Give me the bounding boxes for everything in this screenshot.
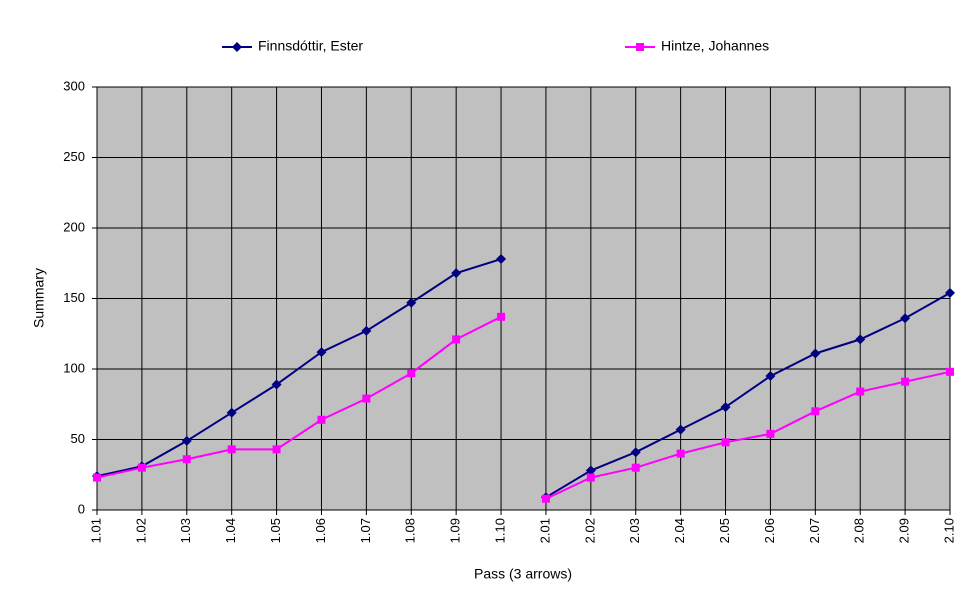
x-tick-label: 1.09	[448, 518, 463, 543]
point	[497, 312, 506, 321]
series-line	[96, 258, 502, 478]
point	[407, 369, 416, 378]
point	[721, 438, 730, 447]
point	[137, 463, 146, 472]
x-tick-label: 1.05	[268, 518, 283, 543]
point	[630, 447, 641, 458]
x-tick-label: 1.07	[358, 518, 373, 543]
point	[182, 455, 191, 464]
x-tick-label: 2.06	[762, 518, 777, 543]
x-axis-title: Pass (3 arrows)	[474, 566, 572, 582]
x-tick-label: 1.06	[313, 518, 328, 543]
point	[720, 402, 731, 413]
point	[272, 445, 281, 454]
x-tick-label: 1.10	[492, 518, 507, 543]
point	[765, 371, 776, 382]
point	[316, 347, 327, 358]
x-tick-label: 1.04	[223, 518, 238, 543]
point	[811, 407, 820, 416]
x-tick-label: 2.07	[807, 518, 822, 543]
x-tick-label: 1.08	[403, 518, 418, 543]
legend-marker	[636, 43, 644, 51]
point	[451, 268, 462, 279]
point	[271, 379, 282, 390]
legend-label: Finnsdóttir, Ester	[258, 38, 363, 54]
y-tick-label: 100	[63, 360, 85, 375]
point	[227, 445, 236, 454]
point	[945, 287, 955, 298]
y-tick-label: 300	[63, 78, 85, 93]
point	[585, 465, 596, 476]
point	[452, 335, 461, 344]
point	[362, 394, 371, 403]
series-line	[545, 291, 951, 499]
y-tick-label: 0	[78, 501, 85, 516]
point	[226, 407, 237, 418]
y-axis-title: Summary	[31, 268, 47, 328]
point	[361, 325, 372, 336]
point	[856, 387, 865, 396]
point	[586, 473, 595, 482]
x-tick-label: 1.03	[178, 518, 193, 543]
x-tick-label: 2.03	[627, 518, 642, 543]
point	[181, 435, 192, 446]
point	[496, 254, 507, 265]
point	[901, 377, 910, 386]
y-tick-label: 150	[63, 290, 85, 305]
x-tick-label: 2.09	[897, 518, 912, 543]
x-tick-label: 1.02	[133, 518, 148, 543]
y-tick-label: 250	[63, 149, 85, 164]
x-tick-label: 2.01	[537, 518, 552, 543]
x-tick-label: 2.10	[941, 518, 956, 543]
series-line	[545, 370, 951, 500]
x-tick-label: 2.02	[582, 518, 597, 543]
point	[631, 463, 640, 472]
point	[946, 367, 954, 376]
point	[93, 473, 101, 482]
x-tick-label: 2.04	[672, 518, 687, 543]
point	[766, 429, 775, 438]
point	[317, 415, 326, 424]
y-tick-label: 50	[71, 431, 85, 446]
point	[675, 424, 686, 435]
point	[676, 449, 685, 458]
point	[541, 494, 550, 503]
x-tick-label: 2.05	[717, 518, 732, 543]
legend-label: Hintze, Johannes	[661, 38, 769, 54]
point	[406, 297, 417, 308]
point	[855, 334, 866, 345]
point	[900, 313, 911, 324]
y-tick-label: 200	[63, 219, 85, 234]
series-line	[96, 315, 502, 479]
legend-marker	[232, 42, 242, 52]
point	[810, 348, 821, 359]
x-tick-label: 2.08	[852, 518, 867, 543]
x-tick-label: 1.01	[88, 518, 103, 543]
